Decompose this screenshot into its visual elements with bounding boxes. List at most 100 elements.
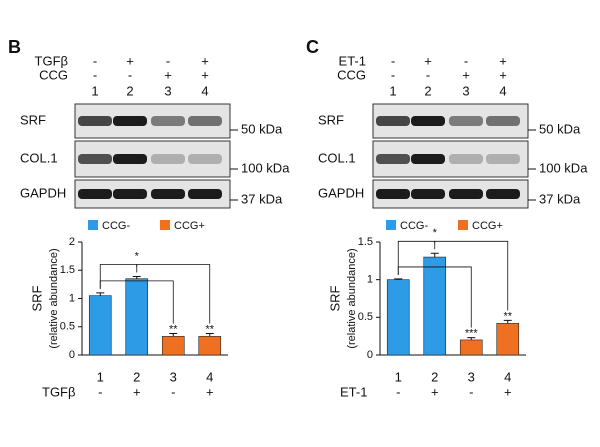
lane-number: 4 [201, 83, 208, 98]
error-bar [132, 275, 141, 279]
error-bar [394, 278, 403, 280]
bar [198, 336, 222, 356]
legend-swatch [386, 220, 396, 230]
treatment-sign: - [391, 53, 395, 68]
marker-label: 37 kDa [241, 191, 283, 206]
marker-label: 100 kDa [539, 160, 588, 175]
x-sign: + [133, 384, 141, 399]
y-tick-label: 1 [69, 292, 75, 304]
band [113, 189, 147, 199]
lane-number: 4 [499, 83, 506, 98]
band [188, 154, 222, 164]
treatment-sign: + [201, 53, 209, 68]
band [486, 189, 520, 199]
bar [386, 279, 410, 356]
error-bar [169, 333, 178, 337]
blot-name: SRF [318, 112, 344, 127]
ccg-label: CCG [337, 67, 366, 82]
significance: ** [169, 323, 178, 335]
y-tick-label: 1 [367, 274, 373, 286]
error-bar [467, 337, 476, 340]
y-tick-label: 0 [69, 349, 75, 361]
lane-number: 1 [91, 83, 98, 98]
x-label: ET-1 [340, 384, 367, 399]
band [78, 189, 112, 199]
legend-label: CCG+ [174, 220, 205, 232]
bar [125, 278, 149, 356]
y-label: SRF [327, 285, 342, 311]
treatment-sign: + [499, 53, 507, 68]
blot-name: GAPDH [318, 185, 364, 200]
treatment-sign: - [464, 53, 468, 68]
blot-name: GAPDH [20, 185, 66, 200]
error-bar [205, 333, 214, 337]
blot-name: COL.1 [318, 150, 356, 165]
y-tick-label: 0 [367, 349, 373, 361]
ccg-sign: - [391, 67, 395, 82]
band [411, 189, 445, 199]
ccg-sign: + [462, 67, 470, 82]
band [188, 116, 222, 126]
bracket [434, 240, 509, 311]
ccg-sign: - [128, 67, 132, 82]
band [376, 116, 410, 126]
x-sign: - [469, 384, 473, 399]
y-tick-label: 0.5 [60, 321, 75, 333]
band [411, 154, 445, 164]
lane-number: 3 [462, 83, 469, 98]
significance: * [135, 250, 140, 262]
x-tick-label: 3 [468, 369, 475, 384]
legend-swatch [88, 220, 98, 230]
ccg-label: CCG [39, 67, 68, 82]
band [449, 116, 483, 126]
band [188, 189, 222, 199]
x-sign: - [171, 384, 175, 399]
x-sign: - [98, 384, 102, 399]
y-tick-label: 1.5 [358, 236, 373, 248]
lane-number: 2 [126, 83, 133, 98]
x-tick-label: 4 [206, 369, 213, 384]
ccg-sign: + [499, 67, 507, 82]
error-bar [430, 252, 439, 258]
y-sublabel: (relative abundance) [48, 248, 60, 348]
ccg-sign: + [164, 67, 172, 82]
legend-label: CCG- [400, 220, 428, 232]
band [486, 154, 520, 164]
x-label: TGFβ [42, 384, 75, 399]
x-tick-label: 1 [395, 369, 402, 384]
bracket [397, 266, 472, 328]
treatment-sign: + [126, 53, 134, 68]
treatment-label: ET-1 [339, 53, 366, 68]
x-tick-label: 3 [170, 369, 177, 384]
marker-label: 50 kDa [539, 121, 581, 136]
y-tick-label: 1.5 [60, 264, 75, 276]
error-bar [96, 292, 105, 296]
x-sign: + [206, 384, 214, 399]
x-tick-label: 4 [504, 369, 511, 384]
ccg-sign: - [426, 67, 430, 82]
treatment-label: TGFβ [35, 53, 68, 68]
marker-label: 50 kDa [241, 121, 283, 136]
band [411, 116, 445, 126]
y-tick-label: 2 [69, 236, 75, 248]
error-bar [503, 319, 512, 324]
blot-name: COL.1 [20, 150, 58, 165]
x-tick-label: 2 [133, 369, 140, 384]
panel-label: B [8, 37, 21, 57]
y-label: SRF [29, 285, 44, 311]
marker-label: 37 kDa [539, 191, 581, 206]
bar [161, 336, 185, 356]
band [78, 116, 112, 126]
y-tick-label: 0.5 [358, 311, 373, 323]
band [151, 189, 185, 199]
band [113, 154, 147, 164]
treatment-sign: - [166, 53, 170, 68]
x-sign: + [431, 384, 439, 399]
legend-swatch [160, 220, 170, 230]
legend-label: CCG+ [472, 220, 503, 232]
significance: * [433, 227, 438, 239]
bar [459, 339, 483, 356]
blot-name: SRF [20, 112, 46, 127]
significance: ** [503, 310, 512, 322]
